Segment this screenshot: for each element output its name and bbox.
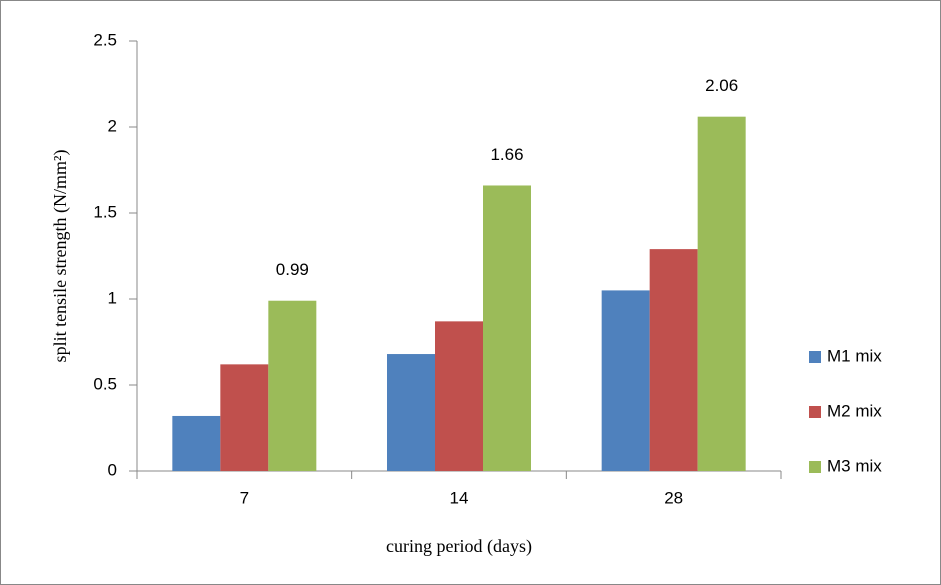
data-label: 1.66: [490, 145, 523, 164]
bar: [483, 185, 531, 472]
bar: [387, 354, 435, 471]
y-tick-label: 1.5: [93, 202, 117, 221]
bar: [268, 300, 317, 471]
y-tick-label: 1: [108, 288, 117, 307]
y-tick-label: 0.5: [93, 374, 117, 393]
x-tick-label: 14: [450, 488, 469, 507]
x-tick-label: 28: [664, 488, 683, 507]
bar: [697, 116, 746, 472]
bar: [172, 415, 221, 471]
y-tick-label: 0: [108, 460, 117, 479]
bar: [601, 290, 650, 471]
legend-label: M1 mix: [827, 346, 882, 365]
data-label: 0.99: [276, 260, 309, 279]
legend-swatch: [809, 351, 821, 363]
x-axis-title: curing period (days): [386, 536, 532, 557]
y-tick-label: 2.5: [93, 30, 117, 49]
bar: [220, 364, 269, 471]
legend-swatch: [809, 461, 821, 473]
y-tick-label: 2: [108, 116, 117, 135]
data-label: 2.06: [705, 76, 738, 95]
y-axis-title: split tensile strength (N/mm²): [50, 150, 71, 363]
bar: [649, 249, 698, 471]
x-tick-label: 7: [240, 488, 249, 507]
bar: [435, 321, 483, 471]
legend-label: M3 mix: [827, 456, 882, 475]
legend-label: M2 mix: [827, 401, 882, 420]
legend-swatch: [809, 406, 821, 418]
